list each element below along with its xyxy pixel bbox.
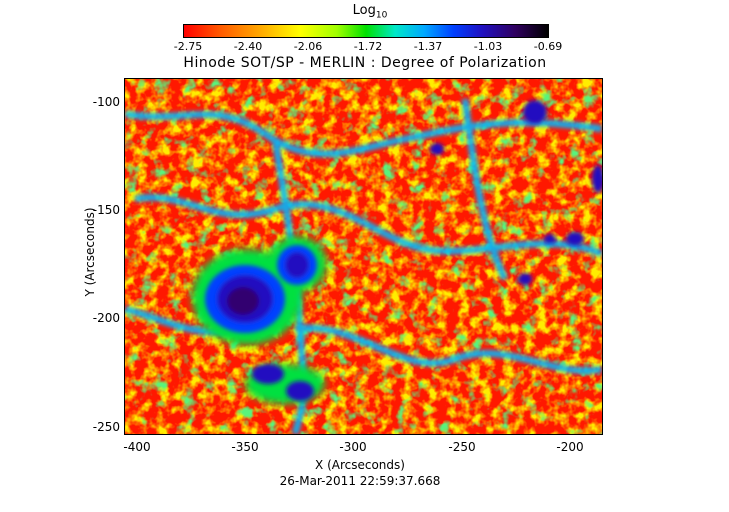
x-axis-label: X (Arcseconds) [315, 458, 405, 472]
colorbar-title-text: Log [352, 3, 376, 18]
x-tick-label: -400 [123, 440, 151, 454]
colorbar [183, 24, 549, 38]
polarization-map [124, 78, 603, 435]
x-tick-label: -300 [339, 440, 367, 454]
colorbar-tick: -2.75 [173, 40, 203, 53]
colorbar-title: Log10 [330, 3, 410, 21]
y-tick-label: -150 [92, 203, 120, 217]
y-axis-label: Y (Arcseconds) [83, 207, 97, 297]
colorbar-title-subscript: 10 [375, 10, 388, 21]
timestamp: 26-Mar-2011 22:59:37.668 [279, 474, 441, 488]
colorbar-tick: -2.40 [233, 40, 263, 53]
colorbar-tick: -0.69 [533, 40, 563, 53]
y-tick-label: -200 [92, 311, 120, 325]
y-tick-label: -100 [92, 95, 120, 109]
x-tick-label: -200 [556, 440, 584, 454]
colorbar-tick: -2.06 [293, 40, 323, 53]
colorbar-tick: -1.03 [473, 40, 503, 53]
colorbar-tick: -1.37 [413, 40, 443, 53]
plot-title: Hinode SOT/SP - MERLIN : Degree of Polar… [183, 55, 547, 71]
x-tick-label: -350 [231, 440, 259, 454]
colorbar-tick: -1.72 [353, 40, 383, 53]
y-tick-label: -250 [92, 420, 120, 434]
x-tick-label: -250 [448, 440, 476, 454]
polarization-map-image [125, 79, 602, 434]
